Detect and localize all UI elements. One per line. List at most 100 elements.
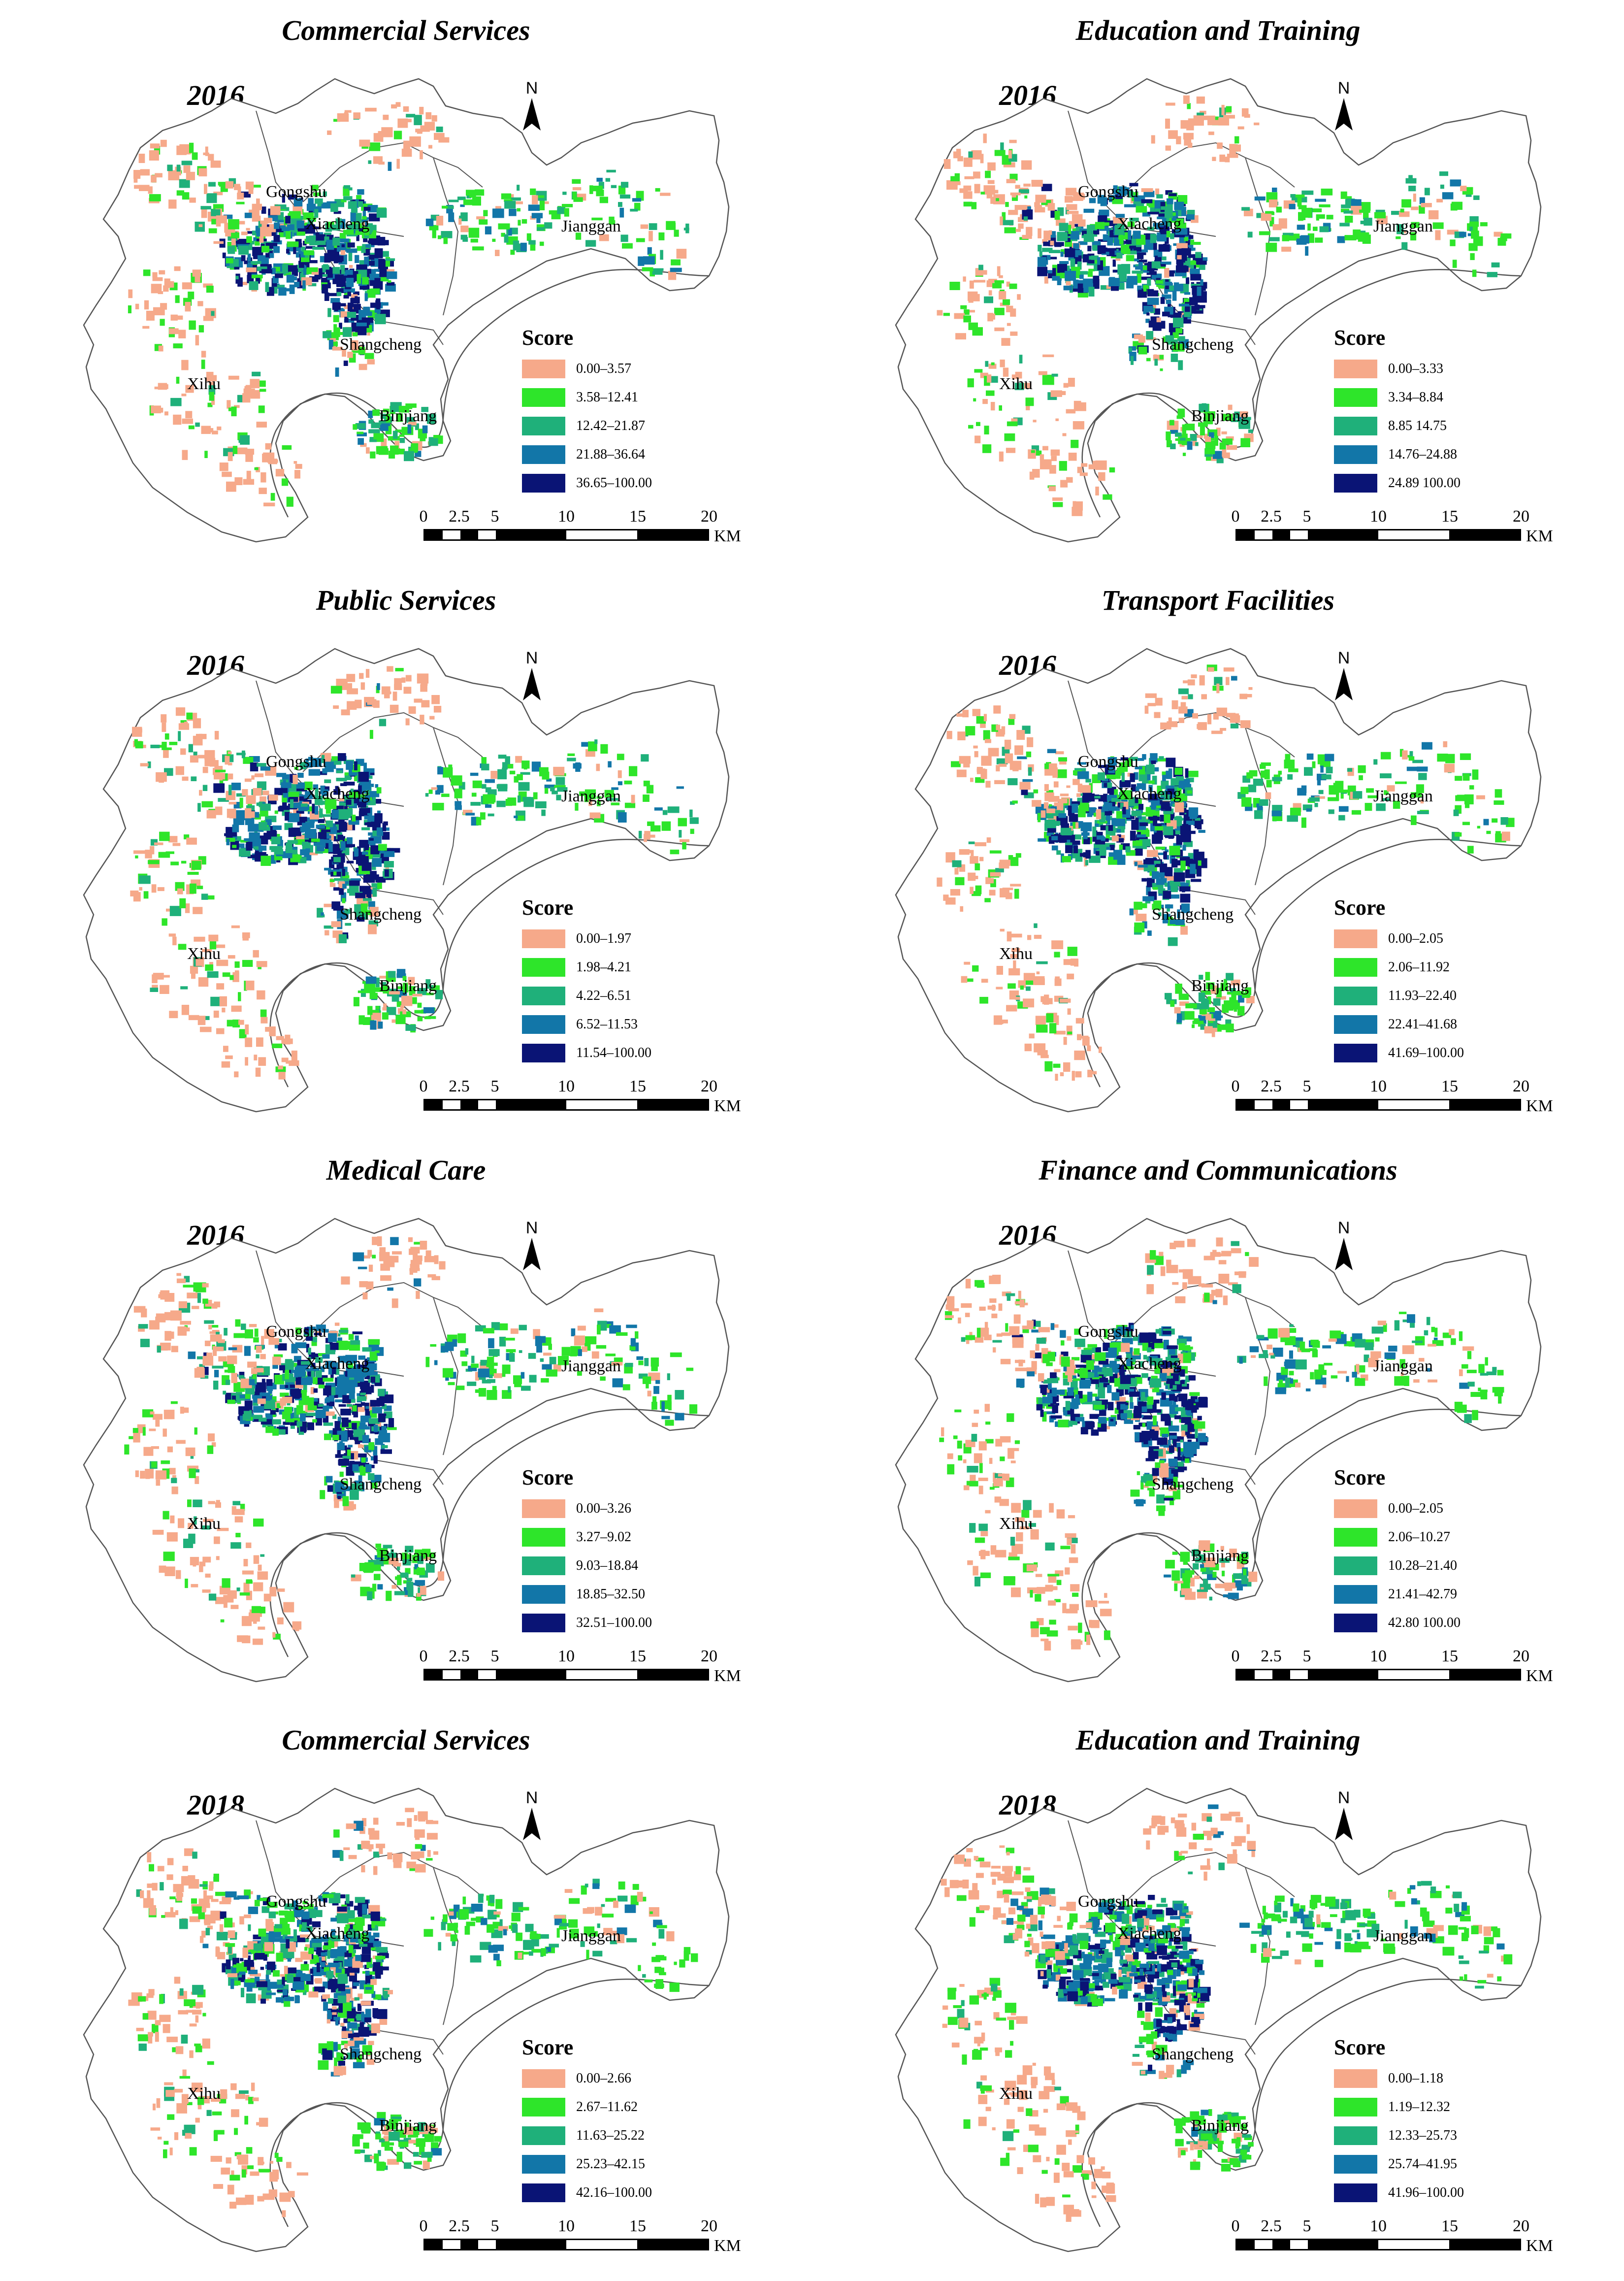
land-parcel: [1174, 767, 1183, 775]
land-parcel: [415, 1264, 420, 1268]
land-parcel: [1036, 1025, 1048, 1033]
land-parcel: [1072, 1071, 1075, 1081]
land-parcel: [322, 768, 327, 774]
land-parcel: [1281, 246, 1292, 252]
land-parcel: [1462, 822, 1470, 826]
land-parcel: [1206, 982, 1215, 990]
land-parcel: [351, 340, 358, 351]
land-parcel: [1079, 785, 1091, 793]
land-parcel: [1155, 824, 1165, 828]
land-parcel: [392, 430, 398, 439]
land-parcel: [1065, 842, 1072, 845]
land-parcel: [326, 201, 337, 204]
land-parcel: [1071, 439, 1079, 448]
land-parcel: [1140, 903, 1147, 908]
land-parcel: [162, 918, 167, 926]
land-parcel: [335, 1367, 340, 1375]
land-parcel: [306, 267, 318, 272]
land-parcel: [1178, 993, 1189, 1000]
land-parcel: [986, 837, 991, 843]
land-parcel: [226, 791, 236, 800]
land-parcel: [1248, 429, 1253, 433]
land-parcel: [260, 472, 266, 483]
land-parcel: [1031, 180, 1043, 187]
scale-tick-label: 5: [1302, 507, 1311, 526]
land-parcel: [1001, 726, 1006, 735]
land-parcel: [337, 256, 344, 262]
score-legend: Score 0.00–3.57 3.58–12.41 12.42–21.87 21.88…: [522, 325, 652, 500]
scale-tick-label: 5: [490, 507, 499, 526]
land-parcel: [1358, 765, 1366, 773]
land-parcel: [1152, 883, 1158, 889]
land-parcel: [625, 1362, 633, 1367]
land-parcel: [330, 1343, 339, 1350]
land-parcel: [157, 1346, 161, 1353]
land-parcel: [1375, 209, 1385, 214]
land-parcel: [1100, 806, 1105, 814]
land-parcel: [1055, 976, 1060, 981]
land-parcel: [1240, 720, 1251, 728]
scale-bar: 0 2.5 5 10 15 20 KM: [420, 507, 741, 545]
land-parcel: [150, 744, 160, 749]
scale-segment: [1449, 1100, 1520, 1109]
land-parcel: [1085, 860, 1089, 865]
land-parcel: [1011, 948, 1020, 952]
land-parcel: [643, 256, 655, 265]
land-parcel: [1167, 789, 1174, 794]
land-parcel: [1014, 996, 1020, 1000]
land-parcel: [382, 982, 387, 989]
land-parcel: [1410, 232, 1417, 241]
land-parcel: [476, 216, 485, 220]
land-parcel: [550, 787, 555, 792]
land-parcel: [1207, 667, 1214, 672]
land-parcel: [1001, 338, 1010, 346]
land-parcel: [189, 198, 196, 203]
land-parcel: [1065, 270, 1076, 281]
land-parcel: [216, 1028, 225, 1034]
land-parcel: [596, 1345, 607, 1349]
land-parcel: [975, 885, 982, 894]
land-parcel: [334, 1322, 340, 1326]
land-parcel: [255, 1368, 264, 1373]
land-parcel: [1161, 321, 1166, 329]
land-parcel: [213, 1381, 219, 1390]
legend-row: 41.69–100.00: [1334, 1041, 1464, 1065]
land-parcel: [1010, 933, 1022, 938]
land-parcel: [1034, 923, 1038, 928]
land-parcel: [161, 714, 167, 723]
land-parcel: [1116, 252, 1123, 259]
land-parcel: [1173, 843, 1182, 848]
land-parcel: [1325, 754, 1334, 761]
land-parcel: [1134, 861, 1137, 866]
land-parcel: [1080, 822, 1092, 831]
land-parcel: [380, 1449, 392, 1454]
scale-unit: KM: [1526, 527, 1553, 545]
land-parcel: [1166, 216, 1171, 227]
land-parcel: [1034, 1043, 1046, 1053]
legend-swatch: [522, 1015, 565, 1034]
land-parcel: [1172, 291, 1177, 301]
land-parcel: [528, 240, 536, 245]
land-parcel: [349, 1460, 355, 1468]
land-parcel: [968, 322, 978, 331]
land-parcel: [1172, 332, 1179, 338]
land-parcel: [514, 1377, 521, 1388]
land-parcel: [1094, 795, 1101, 799]
land-parcel: [250, 241, 255, 245]
land-parcel: [667, 1373, 670, 1381]
land-parcel: [638, 1360, 644, 1365]
land-parcel: [984, 426, 989, 434]
land-parcel: [1059, 461, 1067, 471]
land-parcel: [376, 446, 388, 455]
land-parcel: [135, 1470, 139, 1477]
land-parcel: [475, 189, 485, 196]
land-parcel: [619, 194, 631, 199]
land-parcel: [988, 279, 997, 282]
land-parcel: [1387, 785, 1395, 792]
land-parcel: [306, 1344, 310, 1353]
land-parcel: [290, 854, 300, 862]
land-parcel: [362, 981, 367, 984]
district-boundary: [1114, 712, 1295, 772]
land-parcel: [372, 1255, 376, 1258]
land-parcel: [290, 1420, 298, 1426]
